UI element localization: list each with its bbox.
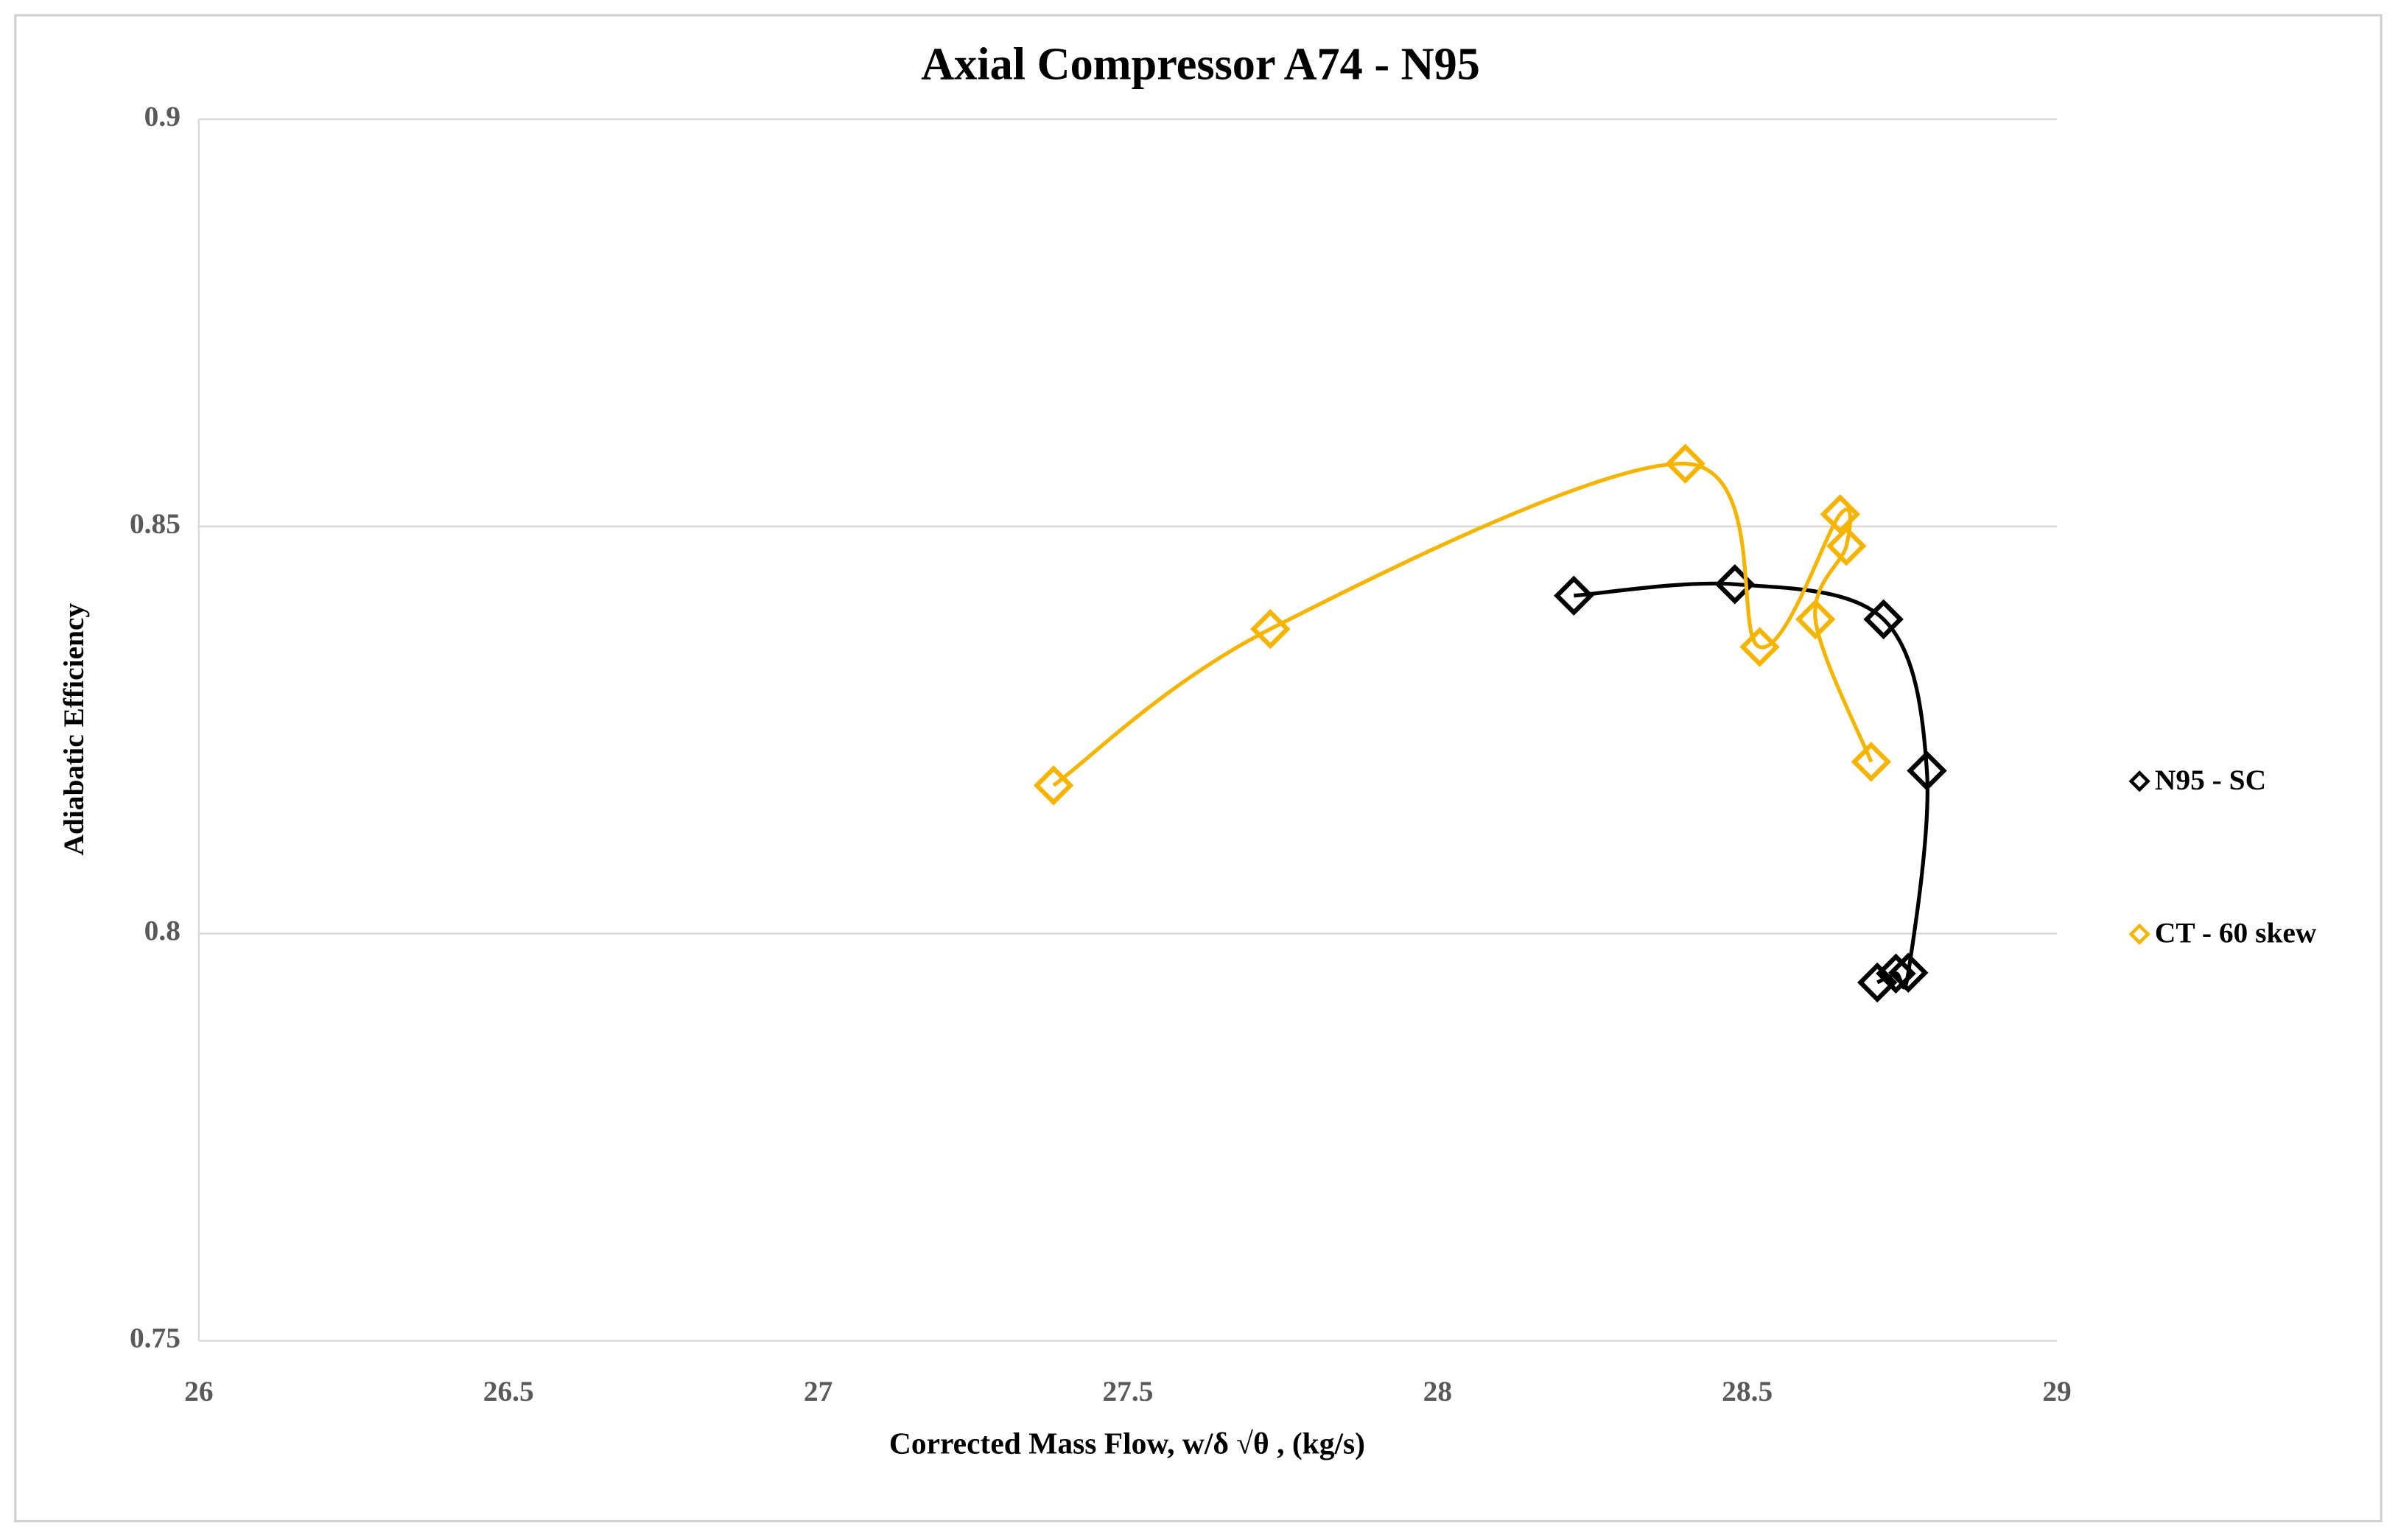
y-tick-label: 0.9 [144,100,180,133]
series-line [1052,462,1873,787]
y-tick-label: 0.75 [130,1322,180,1354]
x-tick-label: 28 [1423,1375,1452,1407]
data-point [1888,952,1929,993]
data-point [1739,627,1780,667]
data-point [1907,750,1947,791]
x-axis-label: Corrected Mass Flow, w/δ √θ , (kg/s) [889,1426,1365,1460]
data-point [1876,953,1916,994]
data-point [1554,575,1594,616]
y-axis-label: Adiabatic Efficiency [57,602,90,855]
x-tick-label: 26.5 [483,1375,534,1407]
x-tick-label: 29 [2042,1375,2071,1407]
data-point [1250,608,1291,650]
data-point [1665,443,1705,484]
chart-title: Axial Compressor A74 - N95 [921,40,1480,90]
data-point [1863,599,1904,640]
data-point [1820,493,1861,535]
data-point [1795,599,1836,640]
x-tick-label: 26 [184,1375,213,1407]
data-point [1857,962,1898,1003]
data-point [1826,526,1867,566]
legend-marker [2128,923,2150,945]
data-point [1033,765,1074,806]
x-tick-label: 28.5 [1722,1375,1773,1407]
legend-marker [2128,770,2150,792]
legend-label: CT - 60 skew [2155,916,2317,949]
x-tick-label: 27 [804,1375,832,1407]
chart-border [14,14,2383,1523]
legend-label: N95 - SC [2155,764,2266,796]
y-tick-label: 0.8 [144,915,180,947]
y-tick-label: 0.85 [130,507,180,540]
x-tick-label: 27.5 [1102,1375,1153,1407]
data-point [1851,742,1892,782]
